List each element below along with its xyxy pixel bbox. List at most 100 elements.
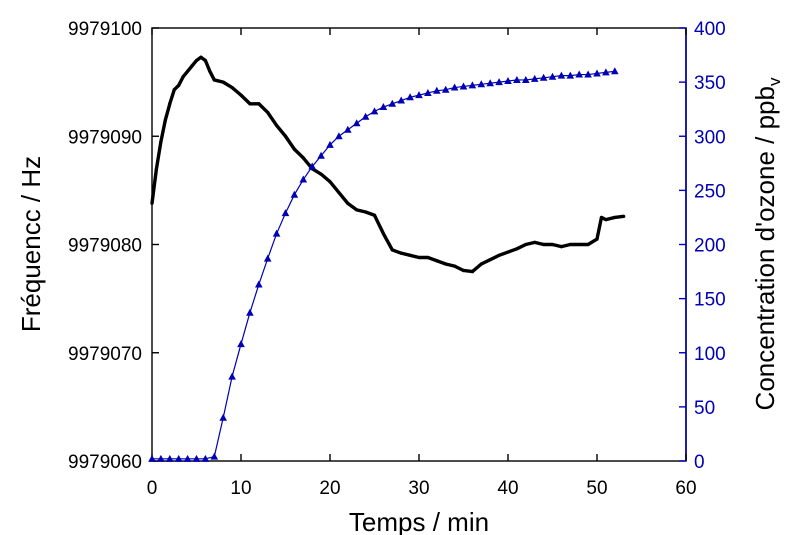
frequency-point <box>257 102 261 106</box>
ozone-point <box>415 91 423 99</box>
frequency-point <box>568 242 572 247</box>
frequency-point <box>577 242 581 247</box>
frequency-point <box>586 242 590 247</box>
frequency-point <box>444 262 448 266</box>
ozone-point <box>157 454 165 462</box>
ozone-point <box>299 175 308 183</box>
frequency-point <box>599 215 604 220</box>
ozone-point <box>602 68 610 76</box>
frequency-point <box>435 259 439 263</box>
y2-tick-label: 100 <box>694 344 726 365</box>
ozone-point <box>237 340 245 348</box>
ozone-point <box>530 74 539 82</box>
ozone-point <box>272 229 281 237</box>
frequency-point <box>283 134 288 138</box>
frequency-point <box>208 69 212 73</box>
frequency-point <box>479 262 483 266</box>
ozone-point <box>317 151 325 159</box>
ozone-point <box>459 82 468 90</box>
frequency-point <box>194 58 199 63</box>
ozone-point <box>513 75 521 83</box>
frequency-point <box>230 85 234 90</box>
ozone-point <box>424 88 432 96</box>
y-axis-ticks: 9979060 9979070 9979080 9979090 9979100 <box>68 19 159 473</box>
frequency-point <box>542 242 546 247</box>
ozone-point <box>281 209 290 217</box>
frequency-point <box>190 64 194 68</box>
ozone-point <box>522 75 530 83</box>
ozone-point <box>219 413 227 421</box>
ozone-point <box>326 140 334 148</box>
ozone-point <box>397 96 405 104</box>
frequency-point <box>346 201 350 205</box>
frequency-point <box>381 232 385 236</box>
ozone-point <box>228 372 236 380</box>
frequency-point <box>177 83 181 87</box>
ozone-point <box>450 83 459 91</box>
ozone-point <box>246 308 254 316</box>
ozone-point <box>308 162 316 170</box>
frequency-point <box>301 156 305 160</box>
ozone-point <box>575 70 583 78</box>
ozone-point <box>486 79 494 87</box>
frequency-point <box>181 75 185 79</box>
ozone-point <box>183 454 192 462</box>
ozone-point <box>584 70 592 78</box>
frequency-point <box>159 140 163 144</box>
frequency-point <box>399 251 403 255</box>
y2-axis-title: Concentration d'ozone / ppbv <box>750 77 784 410</box>
ozone-line <box>152 70 615 460</box>
frequency-point <box>355 208 359 212</box>
frequency-point <box>497 253 501 257</box>
x-tick-label: 60 <box>675 478 696 499</box>
frequency-point <box>550 242 555 247</box>
x-tick-label: 40 <box>497 478 518 499</box>
x-tick-label: 20 <box>319 478 340 499</box>
ozone-point <box>477 80 486 88</box>
frequency-point <box>604 218 608 222</box>
frequency-point <box>203 58 207 63</box>
y-tick-label: 9979060 <box>68 452 142 473</box>
y-tick-label: 9979100 <box>68 19 142 40</box>
frequency-point <box>390 248 394 252</box>
ozone-point <box>352 119 361 127</box>
frequency-point <box>515 247 519 251</box>
y2-tick-label: 0 <box>694 452 705 473</box>
ozone-point <box>566 71 575 79</box>
y-tick-label: 9979090 <box>68 127 142 148</box>
y2-tick-label: 350 <box>694 73 726 94</box>
frequency-point <box>292 147 296 151</box>
frequency-point <box>199 55 203 59</box>
frequency-point <box>461 268 466 273</box>
x-axis-title: Temps / min <box>349 507 489 535</box>
ozone-point <box>361 112 370 120</box>
ozone-point <box>611 67 619 75</box>
ozone-point <box>290 190 299 198</box>
x-tick-label: 50 <box>586 478 607 499</box>
ozone-point <box>263 254 272 262</box>
ozone-point <box>344 125 352 133</box>
ozone-point <box>379 103 388 111</box>
frequency-line <box>150 55 624 274</box>
frequency-point <box>186 69 190 73</box>
frequency-point <box>533 240 537 244</box>
frequency-point <box>163 118 167 122</box>
ozone-point <box>468 81 477 89</box>
frequency-point <box>595 237 599 241</box>
y2-tick-label: 150 <box>694 290 726 311</box>
x-tick-label: 0 <box>147 478 158 499</box>
y2-axis-ticks: 0 50 100 150 200 250 300 350 400 <box>679 19 726 473</box>
ozone-point <box>201 454 210 462</box>
ozone-point <box>174 454 183 462</box>
frequency-point <box>364 210 368 214</box>
ozone-point <box>441 85 450 93</box>
ozone-point <box>192 454 201 462</box>
ozone-point <box>166 454 174 462</box>
frequency-point <box>328 180 332 184</box>
frequency-point <box>337 190 341 195</box>
frequency-point <box>524 242 528 247</box>
x-tick-label: 10 <box>230 478 251 499</box>
y-axis-title: Fréquencc / Hz <box>16 156 46 332</box>
frequency-point <box>408 253 412 257</box>
